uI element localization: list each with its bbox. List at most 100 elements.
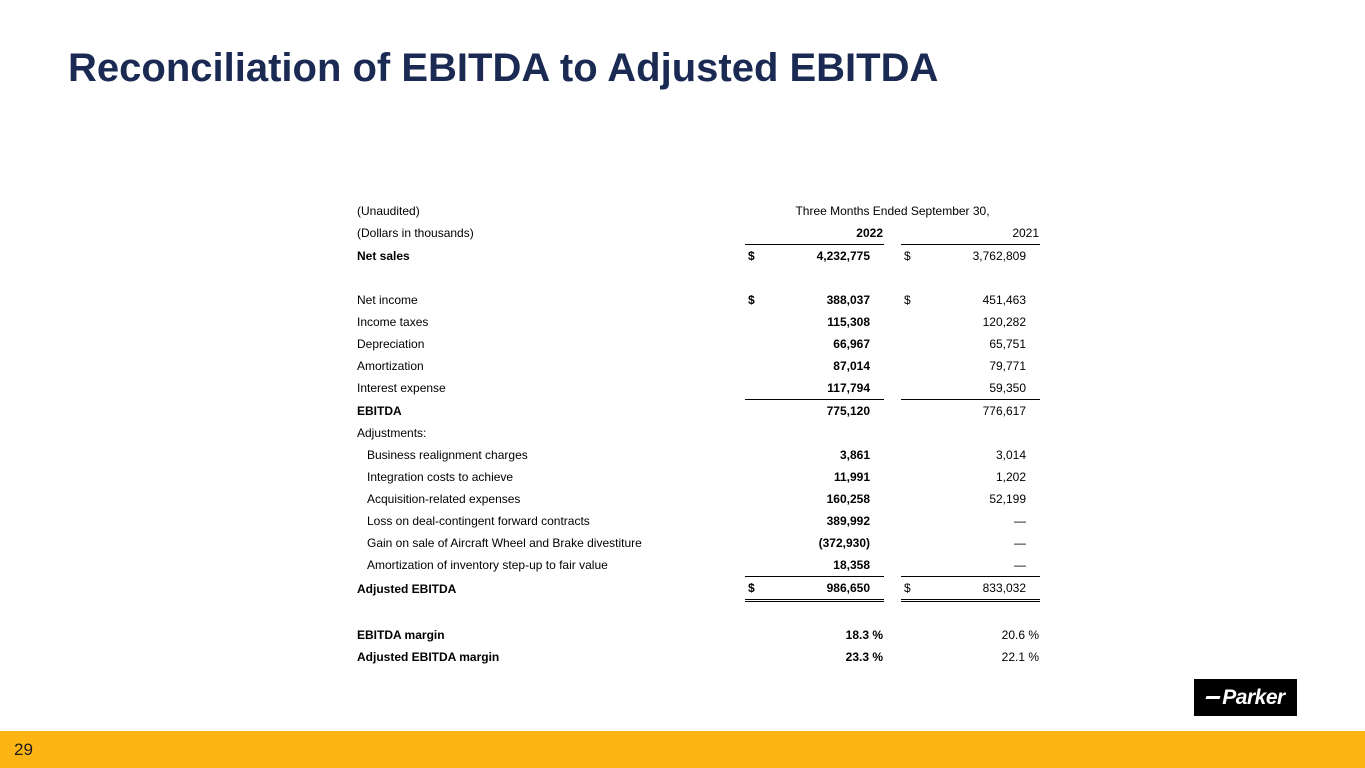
value-2022: (372,930) (818, 536, 870, 550)
value-cell-2021: — (901, 554, 1041, 577)
header-row-period: (Unaudited) Three Months Ended September… (357, 200, 1040, 222)
value-cell-2022: $4,232,775 (745, 245, 884, 268)
row-label: Net income (357, 293, 418, 307)
value-2022: 3,861 (839, 448, 870, 462)
row-label: Acquisition-related expenses (367, 492, 521, 506)
dollars-in-thousands-label: (Dollars in thousands) (357, 226, 474, 241)
financial-table: (Unaudited) Three Months Ended September… (357, 200, 1041, 669)
table-rows: Net sales $4,232,775 $3,762,809 Net income… (357, 245, 1041, 669)
value-cell-2021: 20.6 % (901, 624, 1040, 646)
value-2022: 160,258 (826, 492, 870, 506)
row-label: Interest expense (357, 381, 446, 396)
dollar-sign-2021: $ (904, 581, 911, 595)
row-label: Amortization (357, 359, 424, 373)
value-2022: 986,650 (826, 581, 870, 595)
row-label: Amortization of inventory step-up to fai… (367, 558, 608, 573)
logo-dash-icon (1205, 696, 1221, 699)
value-cell-2022: $986,650 (745, 576, 884, 602)
value-cell-2022: $388,037 (745, 289, 884, 311)
row-label: Adjustments: (357, 426, 427, 440)
value-cell-2022: 66,967 (745, 333, 884, 355)
value-2021: 3,014 (995, 448, 1027, 462)
value-cell-2022: 18,358 (745, 554, 884, 577)
spacer-cell (357, 267, 1040, 289)
value-cell-2022: 117,794 (745, 377, 884, 400)
spacer-row (357, 601, 1040, 625)
row-label: Business realignment charges (367, 448, 528, 462)
table-row: EBITDA 775,120 776,617 (357, 400, 1040, 423)
value-cell-2022: 23.3 % (745, 646, 884, 668)
dollar-sign-2022: $ (748, 581, 755, 595)
table-row: Acquisition-related expenses 160,258 52,19… (357, 488, 1040, 510)
value-2021: 52,199 (989, 492, 1027, 506)
value-2022: 117,794 (827, 381, 870, 395)
value-cell-2021: 776,617 (901, 400, 1040, 423)
column-gap (884, 289, 901, 311)
table-row: Loss on deal-contingent forward contract… (357, 510, 1040, 532)
value-cell-2021: 22.1 % (901, 646, 1040, 668)
column-gap (884, 245, 901, 268)
value-cell-2021: $451,463 (901, 289, 1040, 311)
value-cell-2022: 3,861 (745, 444, 884, 466)
value-2021: 1,202 (995, 470, 1027, 484)
value-2021: 79,771 (989, 359, 1027, 373)
value-2021: 451,463 (982, 293, 1027, 307)
column-gap (884, 333, 901, 355)
column-gap (884, 222, 901, 245)
value-cell-2021: 79,771 (901, 355, 1040, 377)
value-cell-2021: — (901, 510, 1040, 532)
value-2022: 4,232,775 (816, 249, 870, 263)
column-gap (884, 444, 901, 466)
row-label: Gain on sale of Aircraft Wheel and Brake… (367, 536, 642, 550)
period-header: Three Months Ended September 30, (795, 204, 990, 218)
spacer-cell (357, 601, 1040, 625)
row-label: Depreciation (357, 337, 425, 351)
table-row: Amortization of inventory step-up to fai… (357, 554, 1041, 577)
table-row: Net income $388,037 $451,463 (357, 289, 1040, 311)
page-number: 29 (14, 740, 33, 759)
dollar-sign-2022: $ (748, 293, 755, 307)
reconciliation-table: (Unaudited) Three Months Ended September… (357, 200, 1041, 669)
value-2022: 775,120 (826, 404, 870, 418)
column-gap (884, 400, 901, 423)
value-2022: 389,992 (826, 514, 870, 528)
value-cell-2022: 11,991 (745, 466, 884, 488)
value-cell-2021: 1,202 (901, 466, 1040, 488)
column-gap (884, 510, 901, 532)
value-2021: 65,751 (989, 337, 1027, 351)
value-cell-2022: 389,992 (745, 510, 884, 532)
column-gap (884, 624, 901, 646)
value-2022: 11,991 (833, 470, 870, 484)
table-row: Adjusted EBITDA $986,650 $833,032 (357, 576, 1041, 602)
row-label: Loss on deal-contingent forward contract… (367, 514, 590, 528)
column-gap (884, 488, 901, 510)
row-label: Integration costs to achieve (367, 470, 514, 484)
value-cell-2021: 59,350 (901, 377, 1041, 400)
spacer-row (357, 267, 1040, 289)
value-2021: 20.6 % (1001, 628, 1040, 642)
value-2021: 59,350 (989, 381, 1027, 395)
row-label: Net sales (357, 248, 410, 263)
value-cell-2022 (745, 422, 884, 444)
header-row-years: (Dollars in thousands) 2022 2021 (357, 222, 1041, 245)
row-label: Income taxes (357, 315, 429, 329)
value-cell-2022: 87,014 (745, 355, 884, 377)
row-label: Adjusted EBITDA (357, 581, 457, 596)
column-gap (884, 577, 901, 601)
value-cell-2022: 18.3 % (745, 624, 884, 646)
page-title: Reconciliation of EBITDA to Adjusted EBI… (68, 46, 939, 90)
unaudited-label: (Unaudited) (357, 204, 420, 218)
column-gap (884, 532, 901, 554)
column-gap (884, 466, 901, 488)
value-2021: 22.1 % (1001, 650, 1040, 664)
table-row: Income taxes 115,308 120,282 (357, 311, 1040, 333)
row-label: Adjusted EBITDA margin (357, 650, 500, 664)
value-cell-2021: 3,014 (901, 444, 1040, 466)
value-2022: 388,037 (826, 293, 870, 307)
column-gap (884, 355, 901, 377)
value-2022: 18,358 (833, 558, 870, 572)
value-cell-2022: 160,258 (745, 488, 884, 510)
year-2022-header: 2022 (745, 222, 884, 245)
table-row: EBITDA margin 18.3 % 20.6 % (357, 624, 1040, 646)
